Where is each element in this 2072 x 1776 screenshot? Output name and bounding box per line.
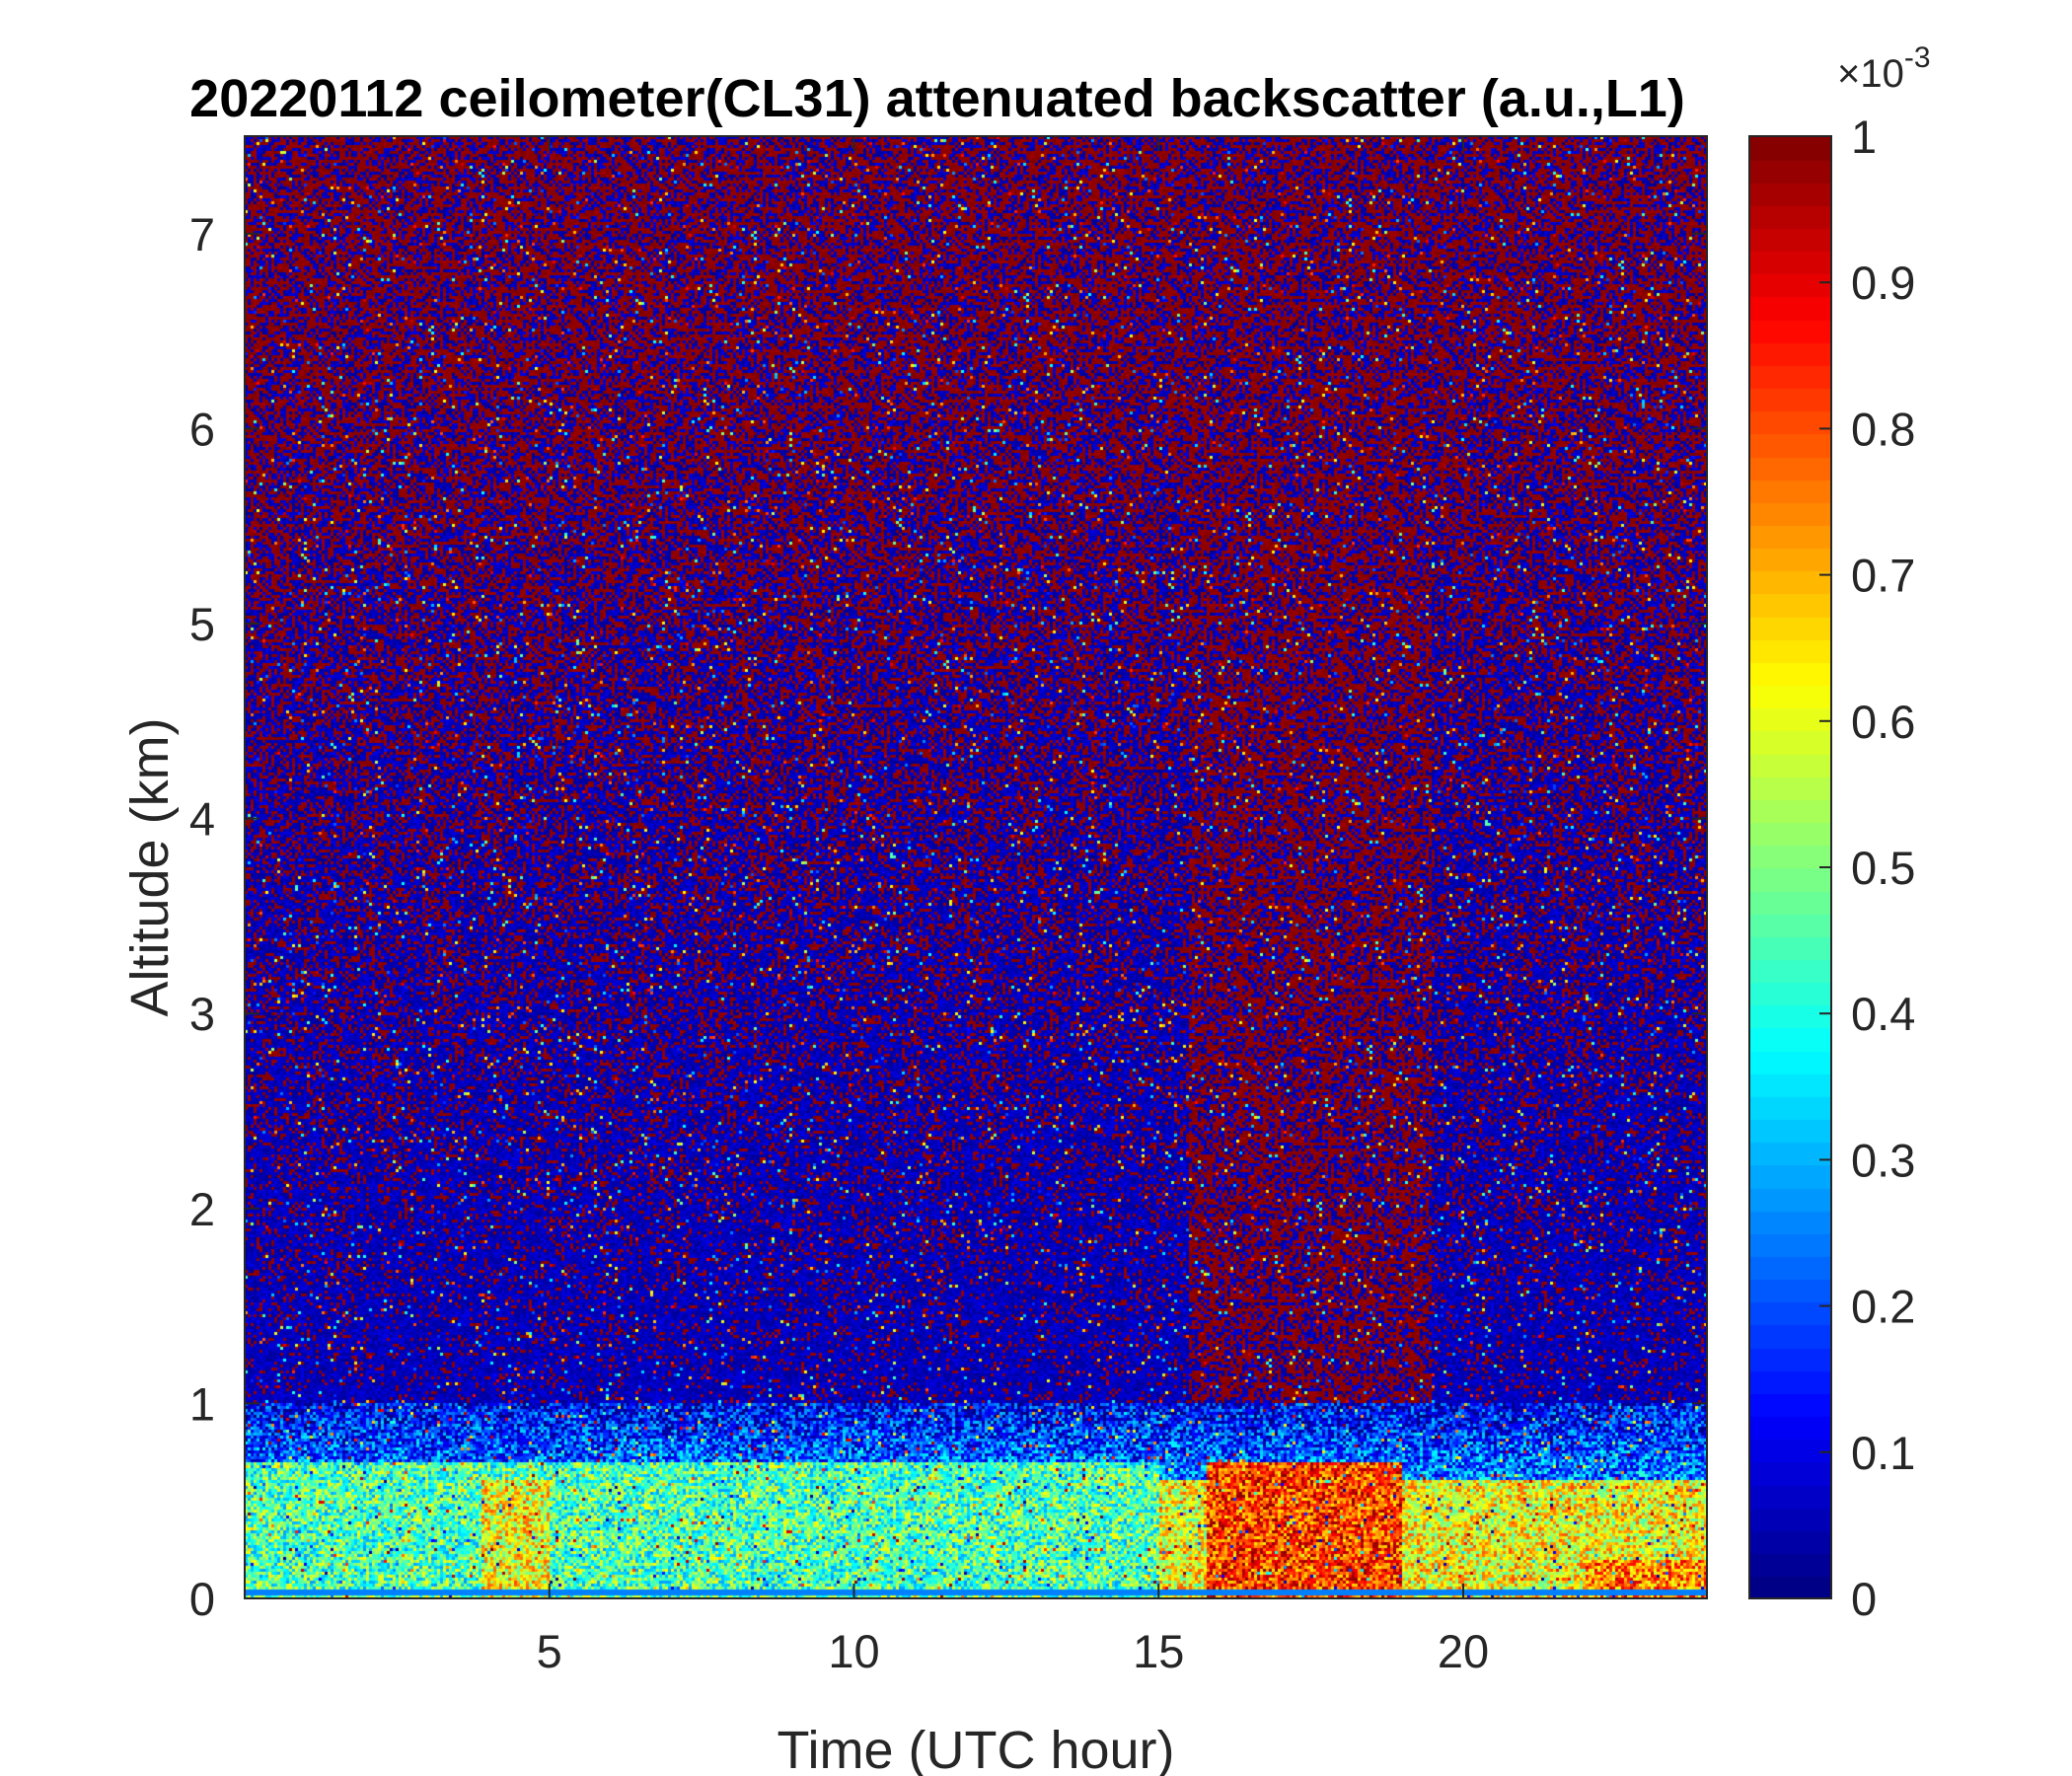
colorbar-tick-label: 0 <box>1851 1573 1877 1625</box>
colorbar-tick-label: 0.1 <box>1851 1427 1915 1479</box>
y-tick-label: 5 <box>189 598 215 650</box>
y-tick-label: 0 <box>189 1573 215 1625</box>
y-axis-label: Altitude (km) <box>120 717 180 1016</box>
colorbar-tick-label: 0.7 <box>1851 550 1915 602</box>
x-tick-label: 20 <box>1438 1625 1489 1677</box>
y-axis: 0 1 2 3 4 5 6 7 <box>189 208 1707 1625</box>
colorbar-gradient <box>1749 136 1831 1598</box>
y-tick-label: 2 <box>189 1183 215 1235</box>
x-tick-label: 5 <box>537 1625 562 1677</box>
x-tick-label: 15 <box>1133 1625 1184 1677</box>
colorbar: 0 0.1 0.2 0.3 0.4 0.5 0.6 0.7 0.8 0.9 1 ×10-3 <box>1748 41 1931 1625</box>
colorbar-tick-label: 0.8 <box>1851 403 1915 455</box>
y-tick-label: 3 <box>189 988 215 1040</box>
x-axis: 5 10 15 20 <box>537 136 1489 1677</box>
colorbar-ticks: 0 0.1 0.2 0.3 0.4 0.5 0.6 0.7 0.8 0.9 1 <box>1819 111 1915 1625</box>
chart-title: 20220112 ceilometer(CL31) attenuated bac… <box>189 69 1685 128</box>
y-tick-label: 6 <box>189 403 215 455</box>
y-tick-label: 7 <box>189 208 215 260</box>
colorbar-tick-label: 0.3 <box>1851 1134 1915 1186</box>
colorbar-exponent: ×10-3 <box>1837 41 1931 96</box>
plot-area <box>244 135 1708 1599</box>
colorbar-tick-label: 0.2 <box>1851 1281 1915 1333</box>
colorbar-tick-label: 0.4 <box>1851 988 1915 1040</box>
x-axis-label: Time (UTC hour) <box>777 1721 1174 1776</box>
heatmap-image <box>245 136 1707 1598</box>
y-tick-label: 4 <box>189 793 215 846</box>
y-tick-label: 1 <box>189 1377 215 1430</box>
x-tick-label: 10 <box>828 1625 879 1677</box>
colorbar-tick-label: 0.5 <box>1851 842 1915 894</box>
colorbar-tick-label: 0.6 <box>1851 696 1915 748</box>
colorbar-tick-label: 1 <box>1851 111 1877 163</box>
colorbar-tick-label: 0.9 <box>1851 257 1915 309</box>
